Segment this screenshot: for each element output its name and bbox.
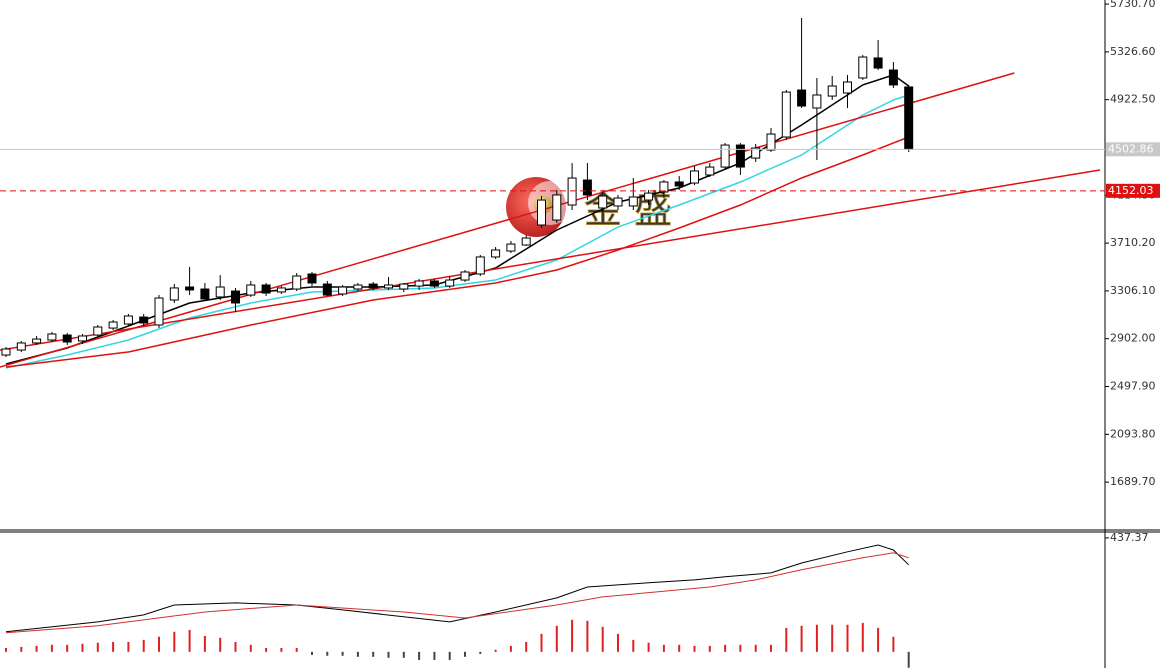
candle-body — [123, 315, 133, 325]
candle-body — [445, 279, 455, 287]
price-label: 4502.86 — [1108, 142, 1154, 155]
candle-body — [781, 91, 791, 138]
watermark: 金 盛 — [506, 177, 672, 237]
candle-body — [292, 275, 302, 290]
candle-body — [690, 170, 699, 184]
candle-body — [567, 177, 577, 206]
candle-body — [47, 333, 57, 341]
y-tick-label: 4922.50 — [1110, 93, 1156, 106]
candle-body — [888, 69, 898, 86]
candle-body — [904, 86, 914, 150]
candle-body — [613, 197, 623, 207]
candle-body — [139, 316, 149, 324]
line — [5, 544, 910, 633]
logo-text: 金 盛 — [584, 188, 672, 232]
candle-body — [644, 192, 654, 201]
candle-body — [32, 338, 42, 344]
candle-body — [751, 147, 761, 159]
candle-body — [537, 199, 546, 226]
candle-body — [414, 280, 424, 287]
y-tick-label: 2902.00 — [1110, 332, 1156, 345]
candle-body — [384, 284, 393, 289]
y-tick-label: 2497.90 — [1110, 380, 1156, 393]
level-box — [1106, 183, 1160, 198]
candle-body — [659, 181, 669, 193]
candle-body — [16, 342, 26, 351]
candle-body — [628, 196, 638, 207]
candle-body — [491, 249, 501, 258]
candle-body — [797, 89, 807, 107]
candle-body — [231, 290, 240, 304]
candle-body — [261, 284, 271, 294]
y-tick-label: 437.37 — [1110, 531, 1149, 544]
candle-body — [552, 194, 562, 221]
candle-body — [475, 256, 485, 275]
candle-body — [276, 287, 286, 293]
price-box — [1106, 142, 1160, 157]
line — [5, 94, 909, 369]
candle-body — [521, 237, 531, 246]
candle-body — [154, 297, 164, 326]
line — [5, 74, 910, 365]
line — [5, 552, 909, 634]
y-tick-label: 5730.70 — [1110, 0, 1156, 10]
y-tick-label: 2093.80 — [1110, 427, 1156, 440]
candle-body — [766, 133, 776, 151]
candle-body — [62, 334, 72, 343]
candle-body — [735, 144, 745, 168]
candle-body — [582, 179, 592, 196]
candle-body — [368, 283, 378, 289]
candle-body — [200, 288, 210, 300]
candle-body — [246, 284, 256, 296]
candle-body — [399, 283, 409, 290]
candle-body — [353, 284, 363, 290]
y-tick-label: 3710.20 — [1110, 236, 1156, 249]
line — [0, 72, 1015, 368]
candle-body — [78, 335, 87, 342]
candle-body — [873, 57, 883, 69]
candle-body — [338, 286, 348, 295]
y-tick-label: 3306.10 — [1110, 284, 1156, 297]
candle-body — [322, 283, 332, 296]
y-tick-label: 1689.70 — [1110, 475, 1156, 488]
candle-body — [827, 85, 837, 97]
candle-body — [812, 94, 822, 109]
level-label: 4152.03 — [1108, 184, 1154, 197]
candle-body — [858, 56, 868, 79]
candle-body — [674, 181, 684, 187]
candle-body — [169, 287, 179, 301]
candle-body — [720, 144, 730, 168]
candle-body — [185, 286, 195, 291]
candle-body — [108, 321, 118, 329]
candle-body — [460, 271, 470, 281]
line — [5, 136, 909, 368]
candle-body — [506, 243, 516, 252]
candle-body — [215, 286, 225, 298]
candle-body — [307, 273, 317, 284]
line — [0, 169, 1101, 351]
candle-body — [843, 81, 852, 94]
candle-body — [93, 326, 103, 336]
y-tick-label: 5326.60 — [1110, 45, 1156, 58]
candle-body — [598, 195, 608, 209]
candle-body — [705, 166, 715, 176]
candle-body — [429, 280, 439, 287]
candle-body — [1, 348, 11, 356]
